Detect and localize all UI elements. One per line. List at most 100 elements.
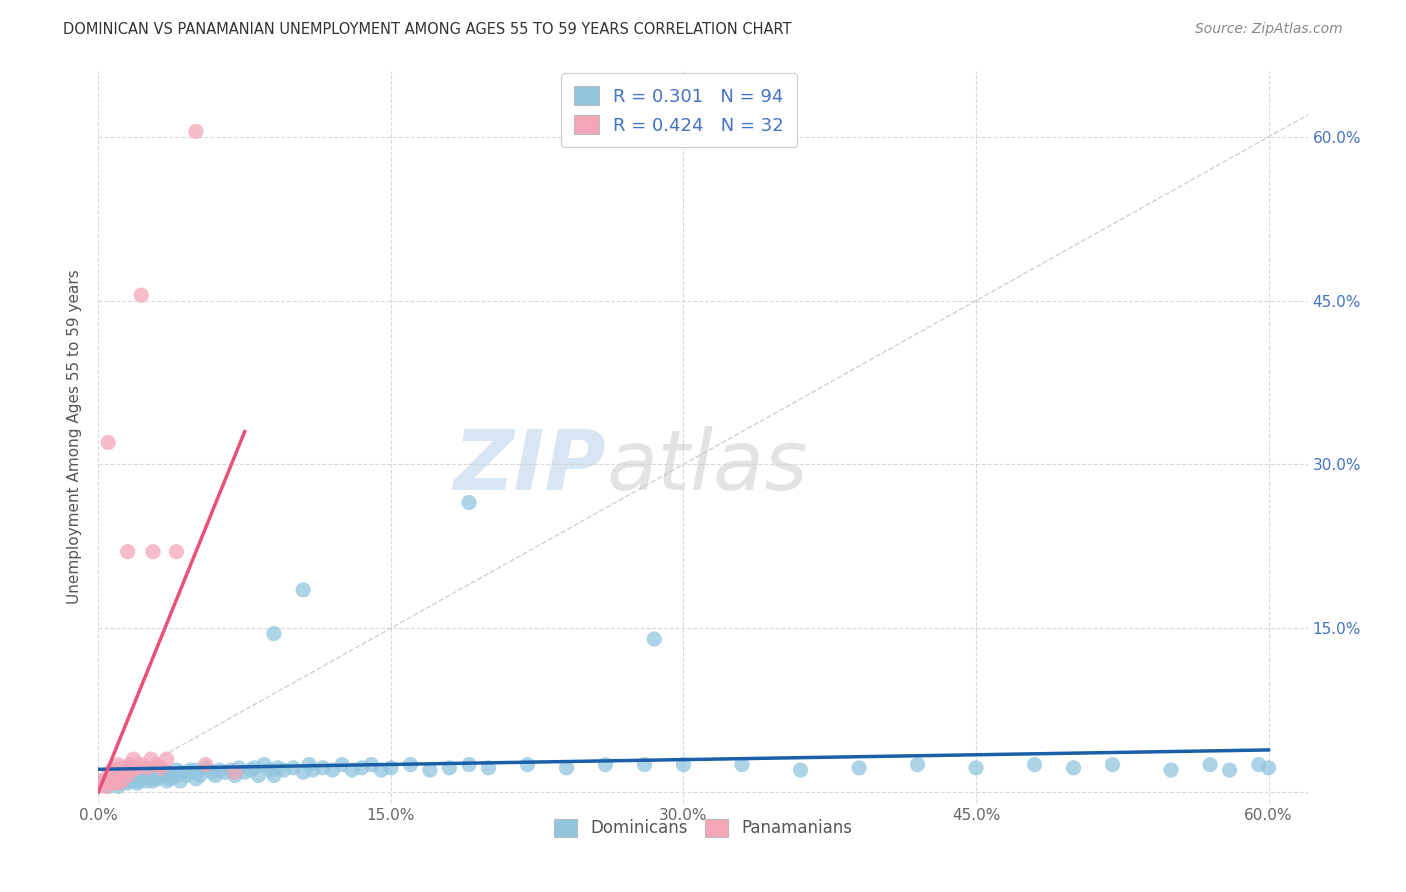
Point: [97, 780, 120, 794]
Point: [136, 761, 159, 775]
Point: [1160, 763, 1182, 777]
Point: [146, 772, 169, 786]
Point: [111, 761, 134, 775]
Point: [174, 768, 197, 782]
Point: [458, 495, 481, 509]
Point: [179, 763, 201, 777]
Point: [224, 768, 246, 782]
Point: [142, 545, 165, 559]
Point: [149, 761, 172, 775]
Point: [117, 768, 139, 782]
Point: [965, 761, 987, 775]
Point: [253, 757, 276, 772]
Point: [97, 768, 120, 782]
Point: [87, 774, 110, 789]
Point: [1257, 761, 1279, 775]
Point: [103, 774, 125, 789]
Point: [112, 765, 135, 780]
Point: [907, 757, 929, 772]
Point: [292, 765, 315, 780]
Point: [1101, 757, 1123, 772]
Point: [107, 780, 129, 794]
Point: [595, 757, 617, 772]
Point: [633, 757, 655, 772]
Point: [1219, 763, 1241, 777]
Point: [516, 757, 538, 772]
Point: [97, 435, 120, 450]
Point: [298, 757, 321, 772]
Point: [370, 763, 392, 777]
Point: [848, 761, 870, 775]
Point: [1024, 757, 1046, 772]
Point: [107, 757, 129, 772]
Point: [156, 774, 179, 789]
Point: [96, 780, 118, 794]
Point: [136, 774, 159, 789]
Point: [263, 626, 285, 640]
Point: [139, 752, 162, 766]
Point: [156, 752, 179, 766]
Point: [87, 774, 110, 789]
Y-axis label: Unemployment Among Ages 55 to 59 years: Unemployment Among Ages 55 to 59 years: [67, 269, 83, 605]
Point: [263, 768, 285, 782]
Point: [159, 772, 181, 786]
Point: [1063, 761, 1085, 775]
Point: [156, 765, 179, 780]
Point: [87, 780, 110, 794]
Point: [184, 763, 207, 777]
Text: DOMINICAN VS PANAMANIAN UNEMPLOYMENT AMONG AGES 55 TO 59 YEARS CORRELATION CHART: DOMINICAN VS PANAMANIAN UNEMPLOYMENT AMO…: [63, 22, 792, 37]
Point: [350, 761, 373, 775]
Point: [302, 763, 325, 777]
Point: [104, 768, 127, 782]
Point: [108, 772, 131, 786]
Point: [112, 768, 135, 782]
Point: [789, 763, 811, 777]
Point: [146, 757, 169, 772]
Point: [1247, 757, 1270, 772]
Point: [360, 757, 382, 772]
Point: [204, 768, 226, 782]
Point: [146, 768, 169, 782]
Point: [127, 768, 149, 782]
Point: [233, 765, 256, 780]
Point: [214, 765, 236, 780]
Point: [184, 124, 207, 138]
Point: [131, 288, 153, 302]
Point: [104, 774, 127, 789]
Point: [142, 774, 165, 789]
Point: [118, 757, 141, 772]
Point: [380, 761, 402, 775]
Point: [458, 757, 481, 772]
Point: [101, 763, 124, 777]
Point: [340, 763, 363, 777]
Point: [283, 761, 305, 775]
Point: [188, 768, 211, 782]
Point: [117, 545, 139, 559]
Point: [124, 772, 146, 786]
Point: [121, 763, 143, 777]
Point: [165, 763, 187, 777]
Point: [731, 757, 754, 772]
Point: [107, 763, 129, 777]
Point: [122, 752, 145, 766]
Point: [200, 765, 222, 780]
Point: [127, 776, 149, 790]
Point: [194, 757, 217, 772]
Point: [117, 776, 139, 790]
Point: [132, 763, 155, 777]
Point: [643, 632, 665, 646]
Point: [93, 776, 115, 790]
Point: [672, 757, 695, 772]
Point: [131, 757, 153, 772]
Text: ZIP: ZIP: [454, 425, 606, 507]
Point: [172, 765, 194, 780]
Point: [103, 768, 125, 782]
Point: [419, 763, 441, 777]
Point: [111, 774, 134, 789]
Point: [292, 582, 315, 597]
Point: [107, 776, 129, 790]
Point: [321, 763, 343, 777]
Legend: Dominicans, Panamanians: Dominicans, Panamanians: [546, 810, 860, 846]
Point: [121, 765, 143, 780]
Point: [1199, 757, 1222, 772]
